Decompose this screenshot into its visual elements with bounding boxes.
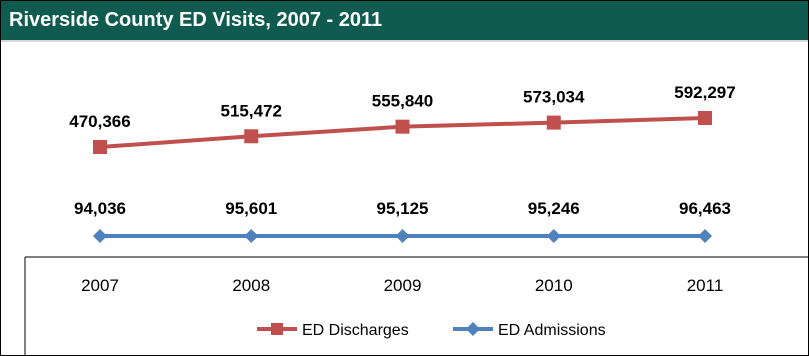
ed-discharges-data-label: 555,840 [372, 92, 433, 111]
ed-admissions-data-label: 95,246 [528, 199, 580, 218]
x-tick-label: 2007 [81, 276, 119, 295]
ed-discharges-marker [244, 129, 259, 144]
ed-discharges-marker [546, 115, 561, 130]
x-tick-label: 2010 [535, 276, 573, 295]
ed-discharges-marker [698, 111, 712, 125]
ed-admissions-legend-label: ED Admissions [498, 322, 606, 339]
ed-admissions-data-label: 94,036 [74, 199, 126, 218]
chart-title: Riverside County ED Visits, 2007 - 2011 [9, 9, 383, 31]
ed-admissions-data-label: 95,601 [225, 199, 277, 218]
ed-discharges-marker [93, 140, 107, 154]
x-axis: 2007 2008 2009 2010 2011 [81, 276, 723, 295]
x-tick-label: 2008 [232, 276, 270, 295]
ed-admissions-legend-marker [466, 322, 480, 336]
ed-admissions-marker [546, 229, 561, 243]
series-layer: 470,366 515,472 555,840 573,034 592,297 94,03… [69, 83, 736, 243]
ed-admissions-marker [244, 229, 259, 243]
ed-admissions-data-label: 96,463 [679, 199, 731, 218]
ed-discharges-legend-marker [271, 323, 283, 335]
x-tick-label: 2009 [384, 276, 422, 295]
ed-discharges-data-label: 515,472 [221, 101, 282, 120]
ed-admissions-marker [395, 229, 410, 243]
ed-admissions-data-label: 95,125 [377, 199, 429, 218]
x-tick-label: 2011 [687, 276, 724, 295]
ed-admissions-marker [93, 229, 107, 243]
ed-discharges-data-label: 592,297 [674, 83, 735, 102]
ed-discharges-data-label: 470,366 [69, 112, 130, 131]
ed-admissions-marker [698, 229, 712, 243]
ed-discharges-legend-label: ED Discharges [302, 322, 409, 339]
legend: ED Discharges ED Admissions [257, 322, 606, 339]
ed-discharges-data-label: 573,034 [523, 88, 585, 107]
ed-discharges-marker [395, 119, 410, 134]
title-bar: Riverside County ED Visits, 2007 - 2011 [1, 1, 808, 42]
